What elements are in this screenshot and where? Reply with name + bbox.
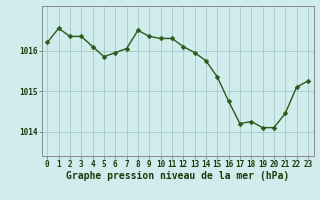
X-axis label: Graphe pression niveau de la mer (hPa): Graphe pression niveau de la mer (hPa) [66,171,289,181]
